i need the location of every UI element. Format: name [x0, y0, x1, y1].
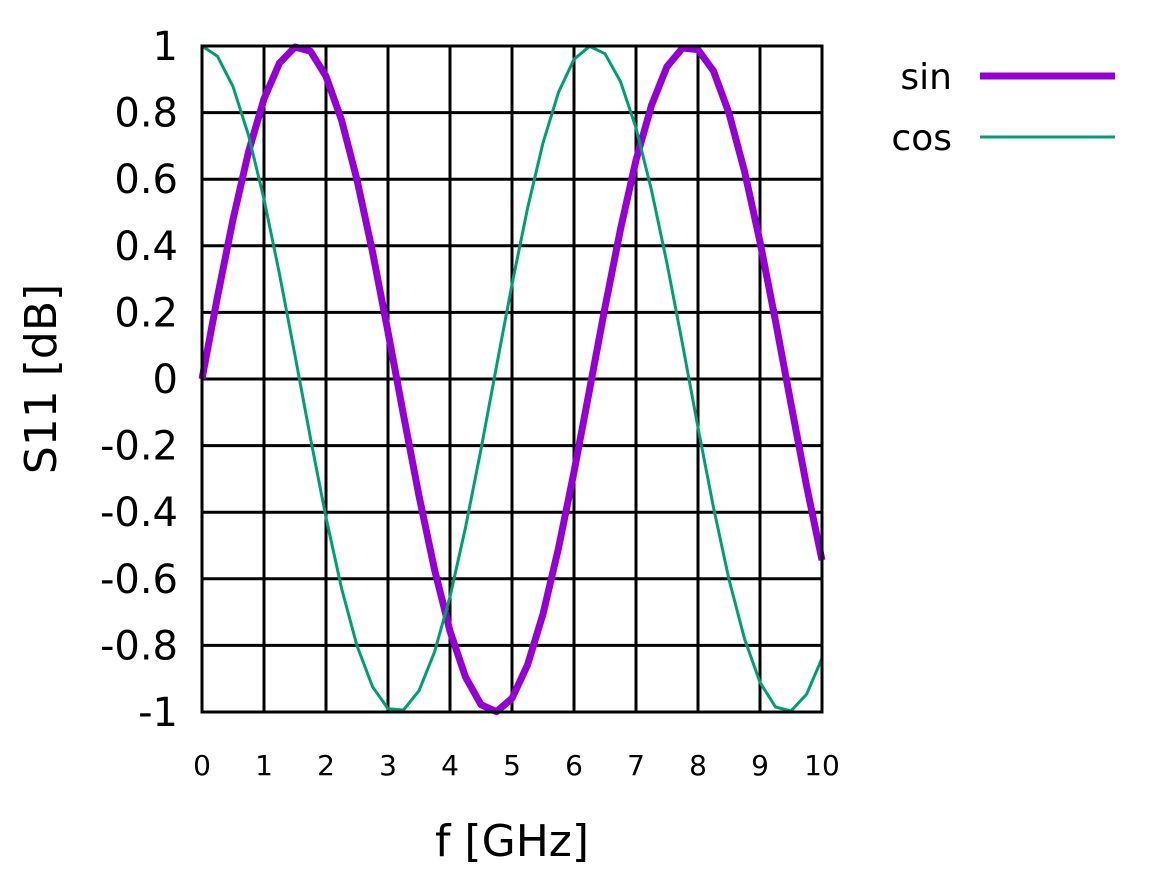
- x-tick-label: 1: [255, 749, 273, 782]
- y-tick-labels: 1 0.8 0.6 0.4 0.2 0 -0.2 -0.4 -0.6 -0.8 -1: [100, 24, 178, 736]
- x-tick-label: 10: [804, 749, 840, 782]
- y-tick-label: 0.2: [114, 290, 178, 336]
- series-lines: [198, 43, 826, 716]
- series-line-cos: [201, 44, 824, 713]
- x-tick-label: 0: [193, 749, 211, 782]
- x-tick-label: 5: [503, 749, 521, 782]
- x-tick-label: 9: [751, 749, 769, 782]
- x-tick-label: 3: [379, 749, 397, 782]
- legend-label-cos: cos: [891, 118, 952, 159]
- y-axis-label: S11 [dB]: [16, 284, 67, 474]
- x-tick-label: 8: [689, 749, 707, 782]
- x-tick-label: 7: [627, 749, 645, 782]
- series-line-sin: [198, 43, 826, 716]
- y-tick-label: 1: [153, 24, 178, 70]
- y-tick-label: 0.8: [114, 91, 178, 137]
- legend: sin cos: [891, 57, 1115, 159]
- grid: [200, 44, 824, 714]
- x-tick-label: 4: [441, 749, 459, 782]
- x-tick-labels: 0 1 2 3 4 5 6 7 8 9 10: [193, 749, 840, 782]
- y-tick-label: 0: [153, 357, 178, 403]
- y-tick-label: -1: [138, 690, 178, 736]
- x-tick-label: 2: [317, 749, 335, 782]
- y-tick-label: 0.4: [114, 224, 178, 270]
- y-tick-label: -0.4: [100, 490, 178, 536]
- legend-label-sin: sin: [900, 57, 952, 98]
- plot-frame: [200, 44, 824, 714]
- y-tick-label: 0.6: [114, 157, 178, 203]
- x-tick-label: 6: [565, 749, 583, 782]
- y-tick-label: -0.6: [100, 557, 178, 603]
- y-tick-label: -0.2: [100, 424, 178, 470]
- x-axis-label: f [GHz]: [435, 816, 589, 867]
- y-tick-label: -0.8: [100, 623, 178, 669]
